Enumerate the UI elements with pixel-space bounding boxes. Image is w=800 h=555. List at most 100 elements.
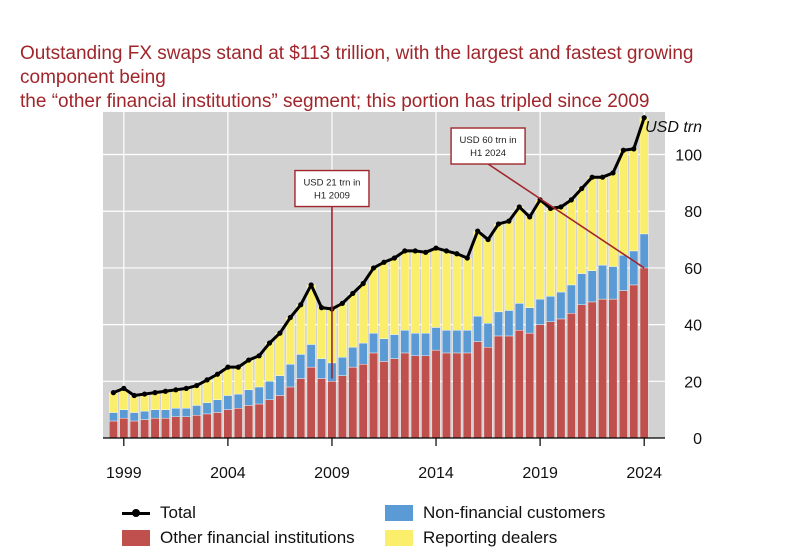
bar-non-financial-1 (119, 409, 129, 419)
bar-non-financial-2 (129, 412, 139, 422)
bar-reporting-dealers-36 (483, 239, 493, 324)
bar-other-financial-27 (390, 358, 399, 439)
total-point-51 (641, 115, 647, 121)
bar-other-financial-42 (546, 321, 555, 439)
bar-reporting-dealers-29 (410, 250, 420, 334)
total-point-22 (339, 300, 345, 306)
chart-title: Outstanding FX swaps stand at $113 trill… (20, 42, 790, 114)
bar-reporting-dealers-5 (161, 391, 170, 410)
x-tick-label-2014: 2014 (418, 465, 454, 482)
bar-non-financial-14 (254, 386, 264, 405)
total-point-12 (235, 364, 241, 370)
total-line-path (112, 117, 646, 397)
bar-reporting-dealers-50 (629, 148, 639, 252)
bar-reporting-dealers-48 (608, 172, 618, 267)
bar-other-financial-14 (254, 403, 264, 439)
chart-title-line-2: the “other financial institutions” segme… (20, 91, 650, 112)
total-point-23 (350, 290, 356, 297)
bar-non-financial-26 (379, 338, 389, 362)
y-tick-label-100: 100 (675, 148, 702, 165)
annotation-leader-1 (487, 163, 645, 269)
bar-non-financial-24 (358, 342, 368, 365)
bar-reporting-dealers-20 (317, 307, 326, 359)
bar-reporting-dealers-16 (275, 332, 285, 376)
bar-non-financial-43 (556, 291, 566, 320)
bar-reporting-dealers-8 (192, 385, 202, 406)
bar-other-financial-44 (566, 313, 576, 439)
legend-other-financial-swatch (122, 530, 150, 546)
bar-other-financial-39 (514, 330, 524, 439)
bar-other-financial-48 (608, 298, 618, 439)
bar-non-financial-42 (546, 296, 555, 322)
legend-other-financial-label: Other financial institutions (160, 528, 355, 547)
total-point-44 (568, 197, 574, 203)
legend-non-financial: Non-financial customers (385, 503, 605, 523)
bar-other-financial-10 (213, 412, 222, 439)
annotation-box-1 (450, 127, 526, 165)
annotation-text-1-line-2: H1 2024 (470, 148, 506, 159)
bar-non-financial-51 (639, 233, 649, 269)
bar-reporting-dealers-27 (390, 257, 399, 335)
unit-label: USD trn (645, 119, 702, 136)
bar-reporting-dealers-13 (244, 359, 254, 391)
bar-other-financial-29 (410, 355, 420, 439)
bar-reporting-dealers-26 (379, 262, 389, 339)
y-tick-label-60: 60 (684, 261, 702, 278)
bar-non-financial-18 (296, 354, 306, 379)
bar-non-financial-19 (306, 344, 316, 368)
legend-non-financial-swatch (385, 505, 413, 521)
bar-non-financial-29 (410, 332, 420, 356)
total-point-28 (402, 248, 408, 254)
total-point-6 (173, 387, 179, 393)
total-point-33 (454, 251, 460, 257)
bar-non-financial-5 (161, 409, 170, 419)
bar-reporting-dealers-31 (431, 247, 441, 328)
total-point-25 (370, 265, 377, 271)
bar-reporting-dealers-37 (494, 223, 503, 313)
bar-non-financial-20 (317, 358, 326, 379)
bar-reporting-dealers-14 (254, 355, 264, 388)
y-tick-label-40: 40 (684, 318, 702, 335)
total-point-31 (433, 245, 439, 251)
legend-reporting-dealers-swatch (385, 530, 413, 546)
total-point-38 (506, 218, 512, 224)
bar-non-financial-35 (473, 315, 483, 342)
x-tick-label-2009: 2009 (314, 465, 350, 482)
total-point-0 (110, 390, 117, 396)
bar-other-financial-50 (629, 284, 639, 439)
bar-other-financial-7 (181, 416, 191, 439)
bar-other-financial-47 (598, 298, 607, 439)
bar-reporting-dealers-18 (296, 304, 306, 355)
bar-other-financial-23 (348, 366, 358, 439)
total-point-40 (527, 214, 533, 220)
bar-other-financial-17 (285, 386, 295, 439)
bar-non-financial-45 (577, 273, 587, 305)
total-point-4 (152, 390, 158, 396)
bar-non-financial-11 (223, 395, 233, 410)
bar-non-financial-38 (504, 310, 514, 337)
total-point-35 (475, 228, 481, 234)
legend-total: Total (122, 503, 196, 523)
bar-reporting-dealers-43 (556, 206, 566, 293)
total-point-3 (142, 391, 148, 397)
bar-other-financial-30 (421, 355, 430, 439)
bar-other-financial-28 (400, 352, 410, 439)
bar-non-financial-48 (608, 266, 618, 300)
y-tick-label-0: 0 (693, 431, 702, 448)
bar-non-financial-12 (233, 393, 243, 409)
bar-other-financial-31 (431, 349, 441, 439)
y-tick-label-20: 20 (684, 374, 702, 391)
x-tick-label-2024: 2024 (626, 465, 662, 482)
bar-reporting-dealers-40 (525, 216, 535, 308)
bar-reporting-dealers-47 (598, 176, 607, 266)
bar-other-financial-5 (161, 417, 170, 439)
bar-other-financial-38 (504, 335, 514, 439)
total-series (110, 115, 647, 399)
bar-non-financial-47 (598, 264, 607, 300)
bar-other-financial-21 (327, 381, 337, 439)
bar-non-financial-23 (348, 347, 358, 368)
total-point-1 (121, 385, 127, 391)
bar-non-financial-3 (140, 410, 149, 420)
bar-non-financial-31 (431, 327, 441, 351)
bar-reporting-dealers-33 (452, 253, 462, 331)
